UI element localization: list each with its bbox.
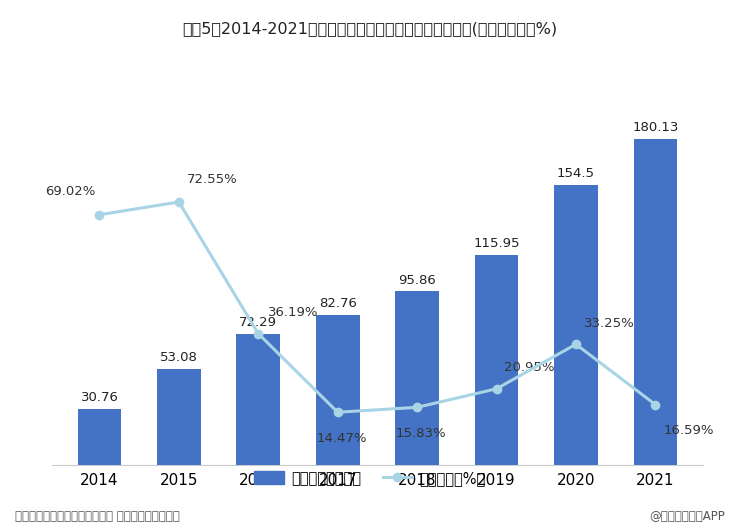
- Text: 180.13: 180.13: [632, 121, 679, 134]
- Text: 72.29: 72.29: [239, 316, 278, 329]
- Bar: [633, 138, 677, 465]
- Text: 69.02%: 69.02%: [45, 185, 95, 199]
- Text: 16.59%: 16.59%: [663, 425, 714, 438]
- Bar: [395, 291, 439, 465]
- Text: 154.5: 154.5: [557, 167, 595, 181]
- Text: 72.55%: 72.55%: [186, 173, 238, 186]
- Text: 14.47%: 14.47%: [317, 432, 367, 445]
- Text: 115.95: 115.95: [474, 237, 519, 250]
- Text: 82.76: 82.76: [319, 297, 357, 310]
- Text: 资料来源：中国音数协游戏工委 前瞻产业研究院整理: 资料来源：中国音数协游戏工委 前瞻产业研究院整理: [15, 510, 180, 523]
- Bar: [157, 369, 201, 465]
- Text: 15.83%: 15.83%: [396, 427, 446, 440]
- Text: @前瞻经济学人APP: @前瞻经济学人APP: [650, 510, 725, 523]
- Bar: [78, 409, 121, 465]
- Bar: [474, 254, 518, 465]
- Text: 95.86: 95.86: [398, 274, 436, 287]
- Bar: [237, 334, 280, 465]
- Legend: 销售收入（亿元）, 同比增速（%）: 销售收入（亿元）, 同比增速（%）: [249, 465, 491, 492]
- Text: 36.19%: 36.19%: [268, 306, 318, 319]
- Bar: [316, 315, 360, 465]
- Text: 20.95%: 20.95%: [505, 361, 555, 374]
- Text: 33.25%: 33.25%: [584, 317, 635, 330]
- Text: 30.76: 30.76: [81, 391, 118, 404]
- Text: 53.08: 53.08: [160, 351, 198, 364]
- Bar: [554, 185, 598, 465]
- Text: 图表5：2014-2021年中国自主研发游戏海外市场销售收入(单位：亿元，%): 图表5：2014-2021年中国自主研发游戏海外市场销售收入(单位：亿元，%): [183, 21, 557, 36]
